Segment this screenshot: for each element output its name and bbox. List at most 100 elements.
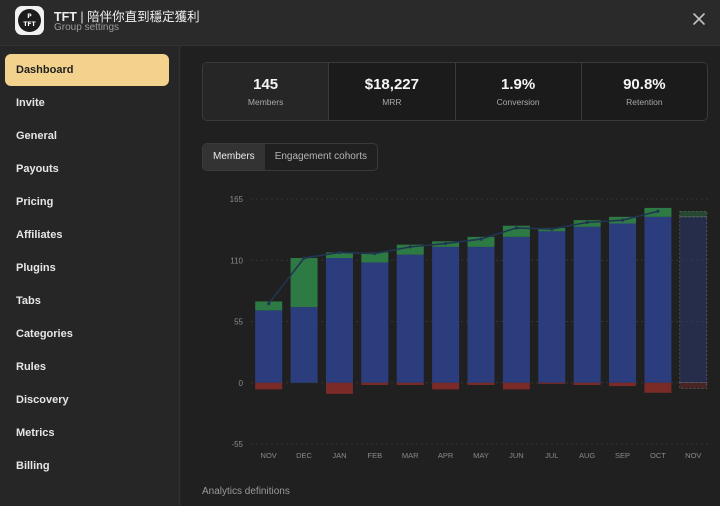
bar-retained	[396, 254, 424, 383]
members-chart: 165 110 55 0 -55 NOV DEC JAN FEB MAR APR MAY JUN JUL A…	[230, 195, 711, 460]
bar-new	[325, 252, 353, 259]
stat-value: $18,227	[364, 76, 419, 93]
close-button[interactable]	[690, 10, 708, 28]
total-line-point	[408, 245, 412, 249]
bar-churned	[361, 382, 389, 385]
sidebar-item-affiliates[interactable]: Affiliates	[16, 229, 63, 241]
total-line-point	[514, 226, 518, 230]
total-line-point	[444, 241, 448, 246]
x-tick-label: OCT	[650, 451, 666, 460]
bar-retained	[679, 216, 708, 384]
x-tick-label: JUL	[545, 451, 558, 460]
y-tick-label: -55	[231, 440, 243, 449]
sidebar-item-payouts[interactable]: Payouts	[16, 163, 59, 175]
bar-new	[502, 225, 530, 237]
stat-value: 1.9%	[501, 76, 536, 93]
total-line-point	[620, 218, 625, 222]
x-tick-label: JUN	[509, 451, 524, 460]
bar-new	[290, 258, 318, 308]
sidebar-item-tabs[interactable]: Tabs	[16, 295, 41, 307]
sidebar-item-categories[interactable]: Categories	[16, 328, 73, 340]
x-tick-label: DEC	[296, 451, 312, 460]
bar-churned	[679, 382, 708, 389]
total-line-point	[550, 227, 554, 231]
x-tick-label: AUG	[579, 451, 595, 460]
stat-retention: 90.8% Retention	[580, 63, 707, 120]
bar-churned	[609, 382, 637, 387]
x-tick-label: FEB	[368, 451, 383, 460]
bar-churned	[573, 382, 601, 385]
close-icon[interactable]	[690, 10, 708, 28]
stat-members: 145 Members	[203, 63, 329, 120]
bar-churned	[644, 382, 672, 393]
bar-new	[467, 236, 495, 247]
page-subtitle: Group settings	[54, 22, 120, 33]
total-line-point	[656, 209, 660, 213]
bar-churned	[432, 382, 460, 390]
y-tick-label: 55	[234, 318, 243, 327]
logo-letter: P	[27, 13, 32, 20]
stats-row: 145 Members $18,227 MRR 1.9% Conversion …	[202, 62, 708, 121]
total-line-point	[267, 302, 271, 306]
bar-retained	[325, 258, 353, 383]
sidebar-item-general[interactable]: General	[16, 130, 57, 142]
stat-label: Conversion	[496, 97, 540, 107]
bar-retained	[467, 246, 495, 383]
bar-retained	[538, 231, 566, 383]
sidebar: Dashboard Invite General Payouts Pricing…	[0, 46, 180, 506]
sidebar-item-dashboard[interactable]: Dashboard	[5, 54, 169, 86]
main-panel: 145 Members $18,227 MRR 1.9% Conversion …	[181, 46, 720, 506]
stat-conversion: 1.9% Conversion	[454, 63, 581, 120]
x-tick-label: SEP	[615, 451, 630, 460]
bar-churned	[325, 382, 353, 394]
bar-retained	[502, 236, 530, 383]
sidebar-item-pricing[interactable]: Pricing	[16, 196, 54, 208]
bar-retained	[361, 262, 389, 383]
y-tick-label: 0	[239, 379, 244, 388]
sidebar-item-discovery[interactable]: Discovery	[16, 394, 69, 406]
x-tick-label: NOV	[685, 451, 701, 460]
y-tick-label: 110	[230, 256, 243, 265]
page-title: TFT | 陪伴你直到穩定獲利	[54, 6, 200, 25]
total-line-point	[479, 237, 483, 241]
bar-churned	[502, 382, 530, 390]
analytics-definitions-link[interactable]: Analytics definitions	[202, 486, 290, 497]
app-name-suffix: | 陪伴你直到穩定獲利	[76, 10, 200, 24]
bar-new	[396, 244, 424, 255]
tab-engagement-cohorts[interactable]: Engagement cohorts	[274, 151, 367, 162]
chart-tabs: Members Engagement cohorts	[202, 143, 378, 171]
total-line-point	[373, 251, 377, 256]
bar-churned	[538, 382, 566, 384]
stat-label: Members	[247, 97, 284, 107]
sidebar-item-plugins[interactable]: Plugins	[16, 262, 56, 274]
sidebar-item-rules[interactable]: Rules	[16, 361, 46, 373]
x-tick-label: APR	[438, 451, 454, 460]
bar-retained	[573, 226, 601, 383]
x-tick-label: JAN	[332, 451, 346, 460]
sidebar-item-metrics[interactable]: Metrics	[16, 427, 55, 439]
stat-value: 90.8%	[623, 76, 666, 93]
app-logo: P TFT	[15, 6, 44, 35]
bar-retained	[290, 307, 318, 383]
bar-retained	[609, 223, 637, 383]
bar-new	[361, 252, 389, 263]
sidebar-item-invite[interactable]: Invite	[16, 97, 45, 109]
bar-retained	[432, 246, 460, 383]
x-tick-label: MAY	[473, 451, 489, 460]
tab-members[interactable]: Members	[203, 144, 265, 170]
header: P TFT TFT | 陪伴你直到穩定獲利 Group settings	[0, 0, 720, 46]
stat-value: 145	[253, 76, 279, 93]
bar-churned	[255, 382, 283, 390]
total-members-line	[268, 210, 659, 305]
bar-churned	[396, 382, 424, 385]
x-tick-label: NOV	[261, 451, 277, 460]
logo-text: TFT	[23, 21, 36, 28]
stat-label: Retention	[626, 97, 663, 107]
total-line-point	[302, 256, 306, 260]
total-line-point	[337, 250, 342, 255]
y-tick-label: 165	[230, 195, 244, 204]
stat-mrr: $18,227 MRR	[328, 63, 455, 120]
app-name: TFT	[54, 10, 77, 24]
stat-label: MRR	[382, 97, 402, 107]
sidebar-item-billing[interactable]: Billing	[16, 460, 50, 472]
